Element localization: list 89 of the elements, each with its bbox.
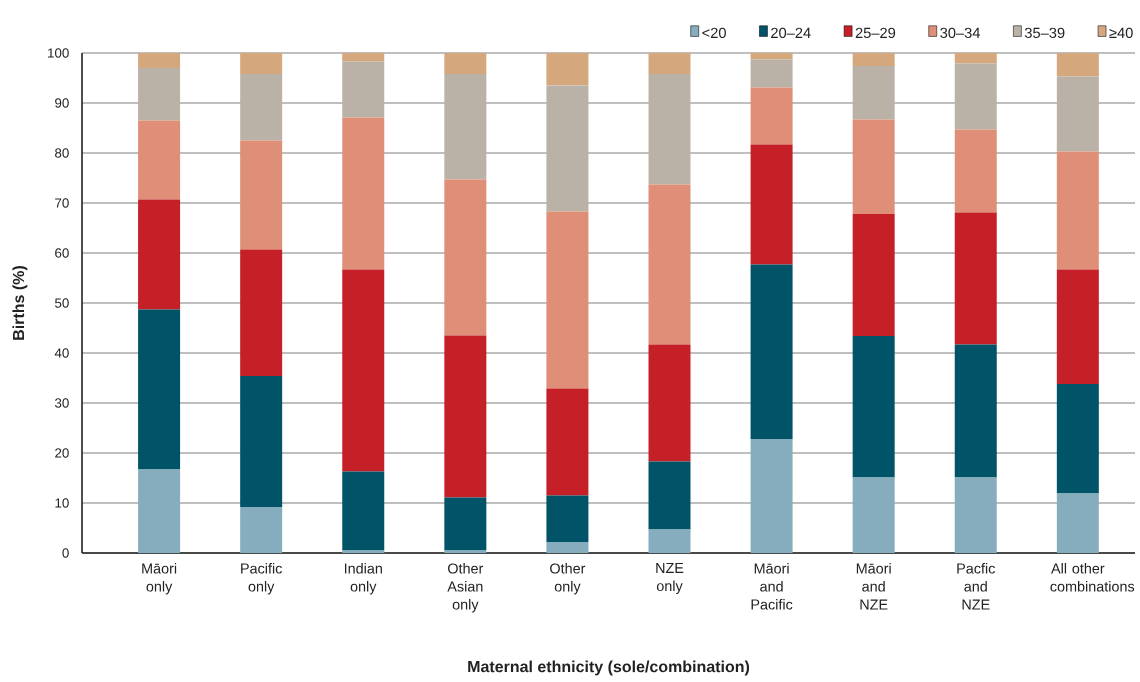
y-tick-label: 10: [55, 498, 69, 508]
y-tick-label: 70: [55, 198, 69, 208]
bar: [750, 52, 793, 60]
bar: [240, 506, 283, 553]
y-tick-label: 50: [55, 298, 69, 308]
bar: [1056, 52, 1099, 77]
bar: [546, 541, 589, 553]
x-tick-label: Māori and Pacific: [751, 563, 793, 610]
bar: [954, 63, 997, 130]
bar: [342, 550, 385, 553]
bar: [1056, 76, 1099, 152]
bar: [240, 73, 283, 141]
bar: [546, 495, 589, 542]
bar: [342, 117, 385, 270]
bar: [240, 52, 283, 74]
y-axis-title: Births (%): [12, 266, 28, 340]
bar: [546, 85, 589, 212]
x-tick-label: Other Asian only: [447, 563, 484, 613]
bar: [138, 120, 181, 200]
bar: [546, 211, 589, 389]
x-tick-label: Māori only: [142, 563, 177, 595]
x-tick-label: Māori and NZE: [856, 563, 891, 610]
bar: [138, 199, 181, 310]
y-tick-label: 60: [55, 248, 69, 258]
bar: [342, 52, 385, 62]
bar: [546, 388, 589, 496]
bar: [546, 52, 589, 86]
bar: [138, 52, 181, 68]
bar: [240, 375, 283, 507]
bar: [138, 309, 181, 470]
y-tick-label: 40: [54, 348, 69, 358]
legend-label: 35–39: [1024, 27, 1065, 39]
bar: [648, 73, 691, 185]
legend-label: 30–34: [940, 27, 981, 39]
bar: [342, 471, 385, 551]
bar: [444, 335, 487, 498]
bar: [954, 212, 997, 345]
bar: [852, 477, 895, 553]
bar: [852, 65, 895, 120]
y-tick-label: 30: [54, 398, 69, 408]
x-tick-label: Other only: [550, 563, 586, 595]
bar: [1056, 383, 1099, 494]
legend-label: ≥40: [1109, 27, 1133, 39]
x-tick-label: All other combinations: [1050, 563, 1135, 592]
bar: [648, 184, 691, 345]
y-tick-label: 90: [55, 98, 69, 108]
bar: [750, 59, 793, 88]
bar: [444, 497, 487, 551]
bar: [852, 213, 895, 336]
x-tick-label: Pacfic and NZE: [957, 563, 995, 610]
y-tick-label: 80: [55, 148, 69, 158]
bar: [138, 469, 181, 553]
bar: [954, 477, 997, 553]
bar: [240, 140, 283, 250]
bar: [648, 52, 691, 74]
bar: [750, 87, 793, 145]
x-tick-label: NZE only: [656, 563, 684, 594]
bar: [444, 550, 487, 553]
x-tick-label: Indian only: [344, 563, 382, 595]
bar: [648, 461, 691, 530]
x-axis-title: Maternal ethnicity (sole/combination): [468, 660, 750, 676]
bar: [954, 52, 997, 64]
bar: [954, 344, 997, 478]
bar: [750, 144, 793, 265]
bar: [750, 438, 793, 553]
bar: [852, 335, 895, 478]
bar: [1056, 151, 1099, 270]
bar: [648, 344, 691, 462]
bar: [342, 269, 385, 472]
bar: [444, 179, 487, 336]
bar: [852, 119, 895, 214]
bar: [648, 529, 691, 553]
bar: [1056, 269, 1099, 384]
bar: [954, 129, 997, 213]
y-tick-label: 100: [48, 48, 69, 58]
bar: [852, 52, 895, 66]
bar: [138, 67, 181, 121]
bar: [444, 52, 487, 74]
bar: [1056, 493, 1099, 553]
legend-label: <20: [702, 27, 726, 39]
y-tick-label: 20: [55, 448, 69, 458]
bar: [240, 249, 283, 376]
bar: [342, 61, 385, 118]
bar: [444, 73, 487, 180]
legend-label: 25–29: [855, 27, 896, 39]
legend-label: 20–24: [771, 27, 811, 39]
bar: [750, 264, 793, 439]
x-tick-label: Pacific only: [241, 563, 282, 595]
y-tick-label: 0: [62, 548, 69, 558]
